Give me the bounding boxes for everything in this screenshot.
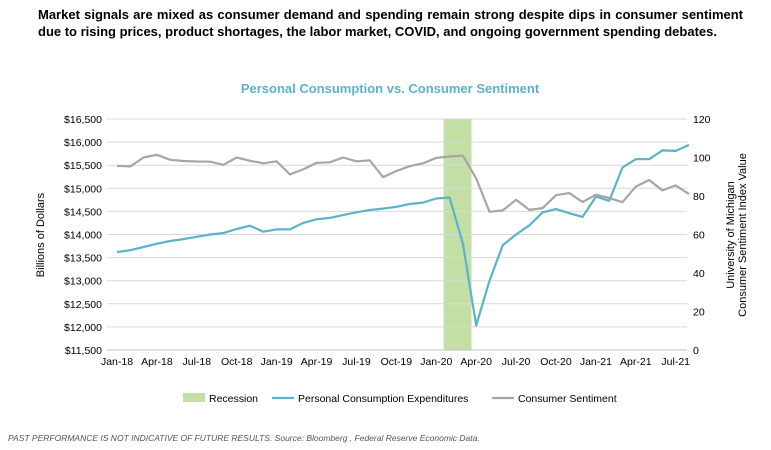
y-tick-label: $16,000 bbox=[64, 137, 102, 149]
y2-tick-label: 100 bbox=[693, 153, 711, 165]
x-tick-label: Jan-19 bbox=[261, 356, 293, 368]
y-tick-label: $14,000 bbox=[64, 230, 102, 242]
y-tick-label: $15,000 bbox=[64, 183, 102, 195]
series-line-consumption bbox=[116, 143, 690, 327]
legend-label: Consumer Sentiment bbox=[518, 393, 617, 405]
series-line-sentiment bbox=[116, 153, 690, 213]
y-tick-label: $15,500 bbox=[64, 160, 102, 172]
y2-tick-label: 120 bbox=[693, 114, 711, 126]
x-tick-label: Oct-19 bbox=[381, 356, 413, 368]
y-tick-label: $12,000 bbox=[64, 322, 102, 334]
y-tick-label: $13,500 bbox=[64, 253, 102, 265]
y-tick-label: $16,500 bbox=[64, 114, 102, 126]
y-axis-label: Billions of Dollars bbox=[35, 192, 47, 277]
footnote: PAST PERFORMANCE IS NOT INDICATIVE OF FU… bbox=[8, 433, 480, 443]
headline: Market signals are mixed as consumer dem… bbox=[38, 7, 743, 39]
x-tick-label: Apr-18 bbox=[141, 356, 173, 368]
x-tick-label: Oct-18 bbox=[221, 356, 253, 368]
y2-tick-label: 40 bbox=[693, 268, 705, 280]
x-tick-label: Apr-21 bbox=[620, 356, 652, 368]
x-tick-label: Apr-19 bbox=[301, 356, 333, 368]
x-tick-label: Jul-19 bbox=[342, 356, 371, 368]
x-tick-label: Apr-20 bbox=[460, 356, 492, 368]
x-tick-label: Jul-21 bbox=[661, 356, 690, 368]
legend-label: Recession bbox=[209, 393, 258, 405]
y2-axis-label-line1: University of Michigan bbox=[725, 181, 737, 289]
x-tick-label: Jan-21 bbox=[580, 356, 612, 368]
x-tick-label: Oct-20 bbox=[540, 356, 572, 368]
legend-swatch-recession bbox=[183, 393, 205, 402]
y2-tick-label: 60 bbox=[693, 230, 705, 242]
x-tick-label: Jan-20 bbox=[420, 356, 452, 368]
x-tick-label: Jul-20 bbox=[502, 356, 531, 368]
y-tick-label: $12,500 bbox=[64, 299, 102, 311]
chart-title: Personal Consumption vs. Consumer Sentim… bbox=[241, 81, 540, 96]
y-tick-label: $14,500 bbox=[64, 206, 102, 218]
y-tick-label: $11,500 bbox=[65, 345, 102, 357]
legend-label: Personal Consumption Expenditures bbox=[298, 393, 468, 405]
x-tick-label: Jan-18 bbox=[101, 356, 133, 368]
y-tick-label: $13,000 bbox=[64, 276, 102, 288]
y2-tick-label: 0 bbox=[693, 345, 699, 357]
y2-tick-label: 20 bbox=[693, 307, 705, 319]
x-tick-label: Jul-18 bbox=[183, 356, 212, 368]
y2-tick-label: 80 bbox=[693, 191, 705, 203]
y2-axis-label-line2: Consumer Sentiment Index Value bbox=[737, 153, 749, 317]
